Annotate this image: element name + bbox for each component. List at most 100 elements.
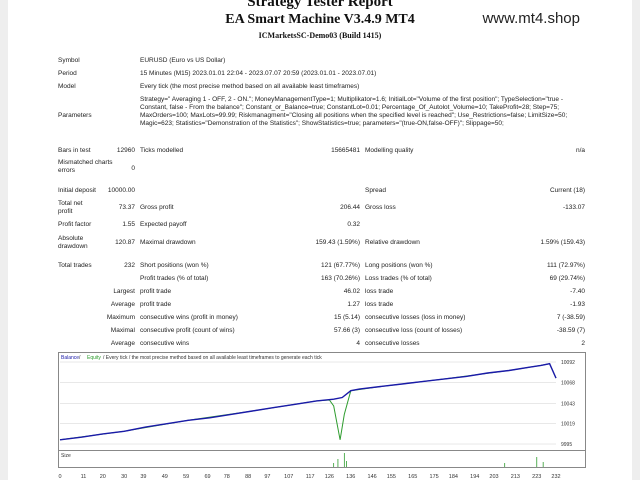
legend-balance: Balance: [61, 355, 79, 361]
mismatch-value: 0: [131, 165, 135, 172]
bars-label: Bars in test: [58, 147, 91, 154]
x-tick-label: 223: [532, 474, 541, 480]
symbol-value: EURUSD (Euro vs US Dollar): [140, 57, 226, 64]
chart-frame: [58, 352, 586, 452]
legend-equity: Equity: [87, 355, 101, 361]
deposit-label: Initial deposit: [58, 187, 96, 194]
acl-label: consecutive losses: [365, 340, 420, 347]
long-value: 111 (72.97%): [546, 262, 585, 269]
quality-label: Modelling quality: [365, 147, 414, 154]
average2-label: Average: [110, 340, 135, 347]
y-tick-label: 9995: [561, 442, 572, 448]
ltrades-label: Loss trades (% of total): [365, 275, 432, 282]
grossprofit-label: Gross profit: [140, 204, 174, 211]
parameters-value: Strategy=" Averaging 1 - OFF, 2 - ON."; …: [140, 96, 568, 127]
x-tick-label: 194: [470, 474, 479, 480]
y-tick-label: 10043: [561, 401, 575, 407]
legend-sep: /: [79, 355, 81, 361]
mcl-label: consecutive losses (loss in money): [365, 314, 466, 321]
ptrades-value: 163 (70.26%): [320, 275, 360, 282]
period-value: 15 Minutes (M15) 2023.01.01 22:04 - 2023…: [140, 70, 377, 77]
x-tick-label: 11: [81, 474, 87, 480]
netprofit-label: Total net profit: [58, 200, 83, 215]
trades-value: 232: [124, 262, 135, 269]
period-label: Period: [58, 70, 77, 77]
x-tick-label: 107: [284, 474, 293, 480]
mcp-value: 57.66 (3): [333, 327, 360, 334]
llt-value: -7.40: [570, 288, 585, 295]
x-tick-label: 117: [306, 474, 315, 480]
ltrades-value: 69 (29.74%): [549, 275, 585, 282]
x-tick-label: 97: [264, 474, 270, 480]
y-tick-label: 10068: [561, 380, 575, 386]
absdd-label: Absolute drawdown: [58, 235, 88, 250]
grossloss-label: Gross loss: [365, 204, 396, 211]
x-tick-label: 184: [449, 474, 458, 480]
quality-value: n/a: [575, 147, 585, 154]
payoff-label: Expected payoff: [140, 221, 187, 228]
x-tick-label: 175: [430, 474, 439, 480]
size-frame: [58, 450, 586, 468]
model-value: Every tick (the most precise method base…: [140, 83, 360, 90]
balance-line: [59, 362, 557, 441]
x-tick-label: 78: [224, 474, 230, 480]
spread-value: Current (18): [549, 187, 585, 194]
right-border: [632, 0, 640, 480]
watermark: www.mt4.shop: [482, 10, 580, 27]
x-tick-label: 39: [140, 474, 146, 480]
mismatch-label: Mismatched charts errors: [58, 159, 113, 174]
mcl-value: 7 (-38.59): [556, 314, 585, 321]
maximal-label: Maximal: [110, 327, 135, 334]
x-tick-label: 59: [183, 474, 189, 480]
ticks-value: 15665481: [331, 147, 360, 154]
grossloss-value: -133.07: [562, 204, 585, 211]
mcp-label: consecutive profit (count of wins): [140, 327, 235, 334]
long-label: Long positions (won %): [365, 262, 433, 269]
payoff-value: 0.32: [347, 221, 360, 228]
x-tick-label: 30: [121, 474, 127, 480]
model-label: Model: [58, 83, 76, 90]
x-tick-label: 0: [58, 474, 61, 480]
maxdd-value: 159.43 (1.59%): [315, 239, 360, 246]
absdd-value: 120.87: [115, 239, 135, 246]
x-tick-label: 155: [387, 474, 396, 480]
x-tick-label: 146: [368, 474, 377, 480]
x-tick-label: 165: [408, 474, 417, 480]
server-name: ICMarketsSC-Demo03 (Build 1415): [258, 31, 382, 40]
parameters-label: Parameters: [58, 112, 92, 119]
grossprofit-value: 206.44: [340, 204, 360, 211]
alt-value: -1.93: [570, 301, 585, 308]
x-tick-label: 126: [325, 474, 334, 480]
reldd-label: Relative drawdown: [365, 239, 420, 246]
netprofit-value: 73.37: [118, 204, 135, 211]
apt-label: profit trade: [140, 301, 172, 308]
bars-value: 12960: [116, 147, 135, 154]
balance-chart: Balance / Equity / Every tick / the most…: [58, 352, 586, 452]
mcll-label: consecutive loss (count of losses): [365, 327, 463, 334]
x-tick-label: 136: [346, 474, 355, 480]
x-tick-label: 49: [162, 474, 168, 480]
y-tick-label: 10019: [561, 422, 575, 428]
acw-value: 4: [356, 340, 360, 347]
x-tick-label: 213: [511, 474, 520, 480]
x-tick-label: 69: [204, 474, 210, 480]
x-tick-label: 88: [245, 474, 251, 480]
pf-value: 1.55: [122, 221, 135, 228]
size-label: Size: [61, 453, 71, 459]
y-tick-label: 10092: [561, 360, 575, 366]
lpt-label: profit trade: [140, 288, 172, 295]
apt-value: 1.27: [347, 301, 360, 308]
largest-label: Largest: [113, 288, 135, 295]
legend-description: / Every tick / the most precise method b…: [103, 355, 322, 361]
mcll-value: -38.59 (7): [556, 327, 585, 334]
maxdd-label: Maximal drawdown: [140, 239, 196, 246]
acw-label: consecutive wins: [140, 340, 190, 347]
reldd-value: 1.59% (159.43): [540, 239, 585, 246]
deposit-value: 10000.00: [107, 187, 135, 194]
spread-label: Spread: [365, 187, 386, 194]
size-panel: Size: [58, 450, 586, 468]
lpt-value: 46.02: [343, 288, 360, 295]
ptrades-label: Profit trades (% of total): [140, 275, 209, 282]
llt-label: loss trade: [365, 288, 394, 295]
average-label: Average: [110, 301, 135, 308]
